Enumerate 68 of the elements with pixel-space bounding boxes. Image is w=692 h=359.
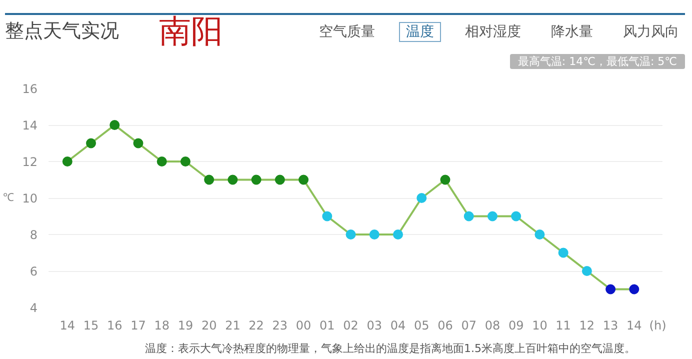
x-tick-label: 16 [106,318,122,332]
point [156,156,167,166]
x-tick-label: 21 [225,318,240,332]
point [464,211,474,222]
x-tick-label: 18 [154,318,170,332]
x-tick-label: 07 [461,318,476,332]
text: 相对湿度 [464,23,522,41]
point [440,174,450,185]
x-tick-label: 08 [484,318,500,332]
point [487,211,498,222]
x-tick-label: 23 [272,318,288,332]
point [133,138,144,148]
point [322,211,332,222]
x-tick-label: 13 [602,318,618,332]
point [86,138,96,148]
x-tick-label: 22 [248,318,264,332]
point [228,174,238,185]
x-tick-label: 09 [508,318,524,332]
x-tick-label: 10 [532,318,548,332]
point [298,174,309,185]
x-tick-label: 19 [178,318,194,332]
y-axis-title: ℃ [3,192,14,204]
y-tick-label: 14 [22,118,38,132]
x-tick-label: 14 [60,318,76,332]
x-tick-label: 01 [320,318,335,332]
point [558,248,568,258]
x-tick-label: 20 [201,318,217,332]
y-tick-label: 4 [30,301,38,315]
point [369,230,380,240]
x-tick-label: 12 [579,318,595,332]
point [606,284,616,294]
x-tick-label: 14 [626,318,642,332]
point [629,284,640,294]
point [204,174,214,185]
x-tick-label: 06 [438,318,453,332]
point [274,174,285,185]
point [582,266,592,276]
y-tick-label: 6 [30,264,38,278]
y-tick-label: 8 [30,228,38,242]
point [416,193,427,203]
point [180,156,190,166]
text: 温度：表示大气冷热程度的物理量，气象上给出的温度是指离地面1.5米高度上百叶箱中的空气温度。 [144,341,636,357]
text: 风力风向 [622,23,680,41]
x-tick-label: 04 [390,318,406,332]
x-tick-label: 17 [130,318,146,332]
point [511,211,522,222]
point [110,120,120,130]
y-tick-label: 10 [22,192,38,206]
point [62,156,72,166]
x-axis-title: (h) [649,318,666,332]
chart-subtitle: 最高气温: 14℃，最低气温: 5℃ [510,54,685,69]
chart-title: 整点天气实况 [5,19,119,44]
x-tick-label: 15 [83,318,99,332]
x-tick-label: 03 [366,318,382,332]
text: 南阳 [159,11,223,52]
point [393,230,404,240]
x-tick-label: 11 [556,318,571,332]
x-tick-label: 00 [296,318,312,332]
text: 降水量 [550,23,594,41]
x-tick-label: 05 [414,318,430,332]
point [251,174,262,185]
y-tick-label: 16 [22,82,38,96]
point [346,230,356,240]
point [534,230,545,240]
y-tick-label: 12 [22,155,38,169]
text: 温度 [399,22,441,42]
text: 空气质量 [318,23,376,41]
x-tick-label: 02 [343,318,358,332]
